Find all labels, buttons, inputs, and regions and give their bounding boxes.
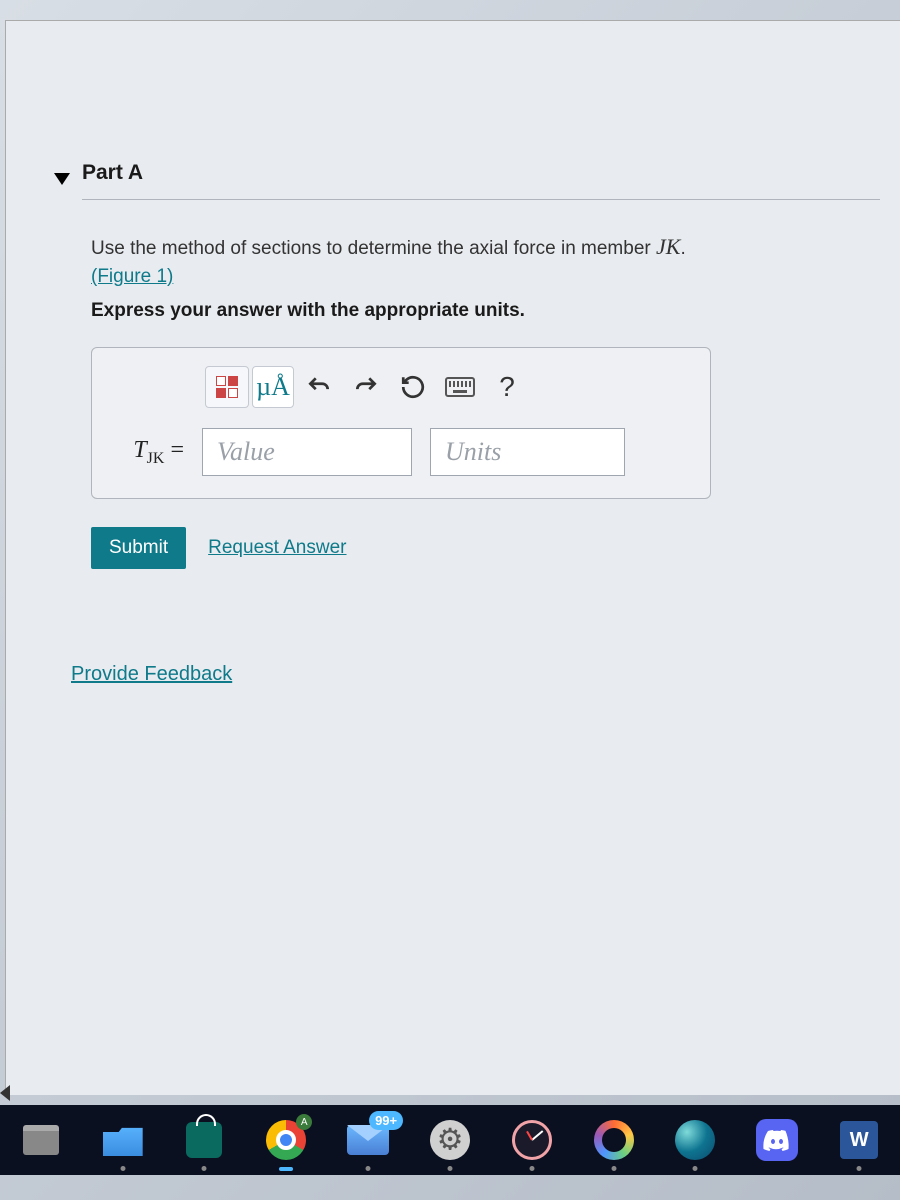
input-row: TJK = Value Units — [110, 428, 692, 476]
redo-button[interactable] — [344, 366, 388, 408]
templates-button[interactable] — [205, 366, 249, 408]
redo-icon — [353, 374, 379, 400]
taskbar-store-icon[interactable] — [184, 1119, 226, 1161]
help-button[interactable]: ? — [485, 366, 529, 408]
taskbar-file-explorer-icon[interactable] — [102, 1119, 144, 1161]
help-icon: ? — [499, 371, 515, 403]
units-instruction: Express your answer with the appropriate… — [91, 300, 870, 322]
special-chars-icon: µÅ — [256, 372, 290, 402]
part-header: Part A — [82, 161, 880, 200]
question-member: JK — [656, 234, 680, 259]
taskbar-mail-icon[interactable]: 99+ — [347, 1119, 389, 1161]
provide-feedback-link[interactable]: Provide Feedback — [71, 663, 232, 686]
word-letter: W — [840, 1121, 878, 1159]
taskbar-clock-icon[interactable] — [511, 1119, 553, 1161]
taskbar-ring-app-icon[interactable] — [593, 1119, 635, 1161]
mail-badge: 99+ — [369, 1111, 403, 1130]
taskbar: A 99+ W — [0, 1105, 900, 1175]
question-area: Use the method of sections to determine … — [91, 231, 870, 569]
taskbar-edge-icon[interactable] — [674, 1119, 716, 1161]
keyboard-button[interactable] — [438, 366, 482, 408]
question-post: . — [680, 238, 685, 259]
variable-symbol: T — [133, 437, 146, 463]
part-title: Part A — [82, 161, 143, 184]
question-prompt: Use the method of sections to determine … — [91, 231, 870, 263]
undo-button[interactable] — [297, 366, 341, 408]
figure-link[interactable]: (Figure 1) — [91, 266, 173, 287]
reset-icon — [400, 374, 426, 400]
taskbar-settings-icon[interactable] — [429, 1119, 471, 1161]
question-pre: Use the method of sections to determine … — [91, 238, 656, 259]
equals-sign: = — [164, 437, 184, 463]
taskbar-window-icon[interactable] — [20, 1119, 62, 1161]
answer-box: µÅ ? TJK = — [91, 347, 711, 499]
variable-label: TJK = — [110, 437, 184, 468]
submit-row: Submit Request Answer — [91, 527, 870, 569]
value-placeholder: Value — [217, 437, 275, 467]
figure-link-row: (Figure 1) — [91, 263, 870, 291]
units-input[interactable]: Units — [430, 428, 625, 476]
value-input[interactable]: Value — [202, 428, 412, 476]
taskbar-chrome-icon[interactable]: A — [265, 1119, 307, 1161]
keyboard-icon — [445, 377, 475, 397]
discord-icon — [763, 1129, 791, 1151]
chrome-badge: A — [296, 1114, 312, 1130]
collapse-part-icon[interactable] — [54, 173, 70, 185]
taskbar-word-icon[interactable]: W — [838, 1119, 880, 1161]
special-chars-button[interactable]: µÅ — [252, 366, 294, 408]
answer-toolbar: µÅ ? — [205, 366, 692, 408]
scroll-left-icon[interactable] — [0, 1085, 10, 1101]
undo-icon — [306, 374, 332, 400]
reset-button[interactable] — [391, 366, 435, 408]
request-answer-link[interactable]: Request Answer — [208, 537, 346, 559]
submit-button[interactable]: Submit — [91, 527, 186, 569]
variable-subscript: JK — [147, 450, 165, 467]
taskbar-discord-icon[interactable] — [756, 1119, 798, 1161]
templates-icon — [216, 376, 238, 398]
page-content: Part A Use the method of sections to det… — [5, 20, 900, 1095]
units-placeholder: Units — [445, 437, 501, 467]
